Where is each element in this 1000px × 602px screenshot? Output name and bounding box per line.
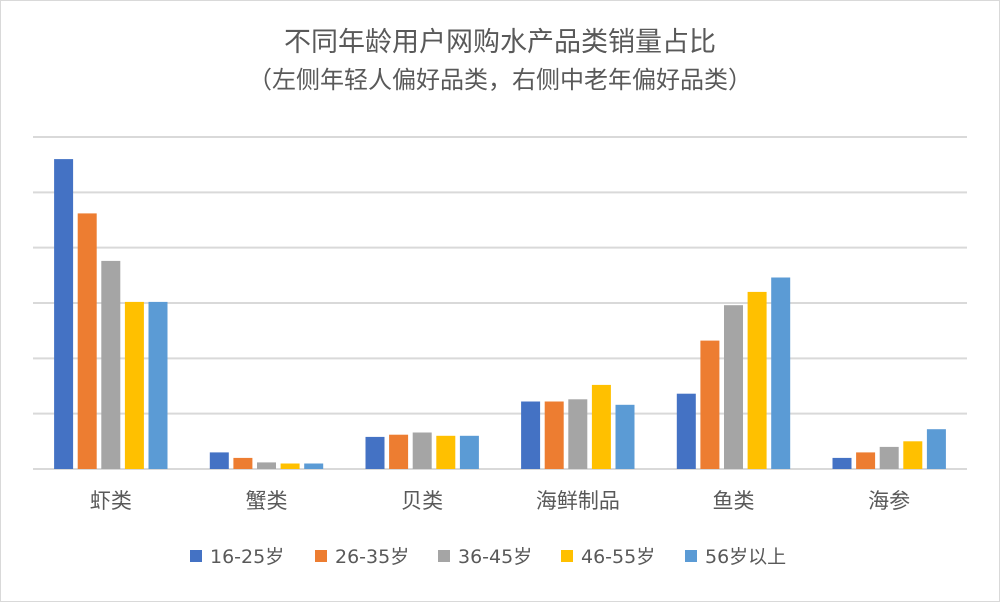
legend-swatch [561, 550, 573, 562]
bar-5-5 [771, 277, 791, 469]
bar-1-4 [124, 301, 144, 469]
x-tick-label: 鱼类 [713, 489, 755, 513]
bar-1-2 [77, 213, 97, 469]
bars [54, 159, 946, 469]
bar-2-5 [304, 463, 324, 469]
legend-label: 46-55岁 [581, 546, 655, 568]
x-tick-label: 海鲜制品 [536, 489, 620, 513]
bar-3-3 [412, 432, 432, 469]
bar-5-1 [676, 393, 696, 469]
x-tick-label: 海参 [868, 489, 910, 513]
bar-3-2 [389, 434, 409, 469]
legend-swatch [438, 550, 450, 562]
legend-swatch [685, 550, 697, 562]
legend-label: 36-45岁 [458, 546, 532, 568]
gridlines [33, 136, 967, 470]
bar-5-4 [747, 291, 767, 469]
bar-4-1 [521, 401, 541, 469]
bar-6-5 [926, 429, 946, 469]
bar-4-5 [615, 404, 635, 469]
bar-2-3 [257, 462, 276, 469]
bar-4-2 [544, 401, 564, 469]
bar-3-1 [365, 436, 385, 469]
legend-label: 26-35岁 [335, 546, 409, 568]
chart-title: 不同年龄用户网购水产品类销量占比 [284, 27, 716, 58]
legend-swatch [315, 550, 327, 562]
bar-3-4 [436, 435, 456, 469]
bar-3-5 [459, 435, 479, 469]
bar-4-3 [568, 399, 588, 469]
chart-subtitle: （左侧年轻人偏好品类，右侧中老年偏好品类） [248, 66, 752, 94]
bar-6-3 [879, 446, 899, 469]
bar-2-4 [280, 463, 300, 469]
bar-1-1 [54, 159, 74, 469]
bar-4-4 [591, 384, 611, 469]
bar-1-3 [101, 260, 121, 469]
legend-swatch [190, 550, 202, 562]
bar-1-5 [148, 301, 168, 469]
bar-6-1 [832, 457, 852, 469]
bar-2-1 [209, 452, 229, 469]
x-tick-label: 虾类 [90, 489, 132, 513]
bar-5-3 [724, 305, 743, 469]
bar-2-2 [233, 457, 253, 469]
x-tick-label: 贝类 [401, 489, 443, 513]
bar-6-4 [903, 441, 923, 469]
bar-6-2 [856, 452, 876, 469]
x-tick-label: 蟹类 [246, 489, 288, 513]
legend-label: 16-25岁 [210, 546, 284, 568]
legend-label: 56岁以上 [705, 546, 786, 568]
legend: 16-25岁 26-35岁 36-45岁 46-55岁 56岁以上 [190, 546, 786, 568]
bar-5-2 [700, 340, 720, 469]
x-axis-labels: 虾类 蟹类 贝类 海鲜制品 鱼类 海参 [90, 489, 910, 513]
